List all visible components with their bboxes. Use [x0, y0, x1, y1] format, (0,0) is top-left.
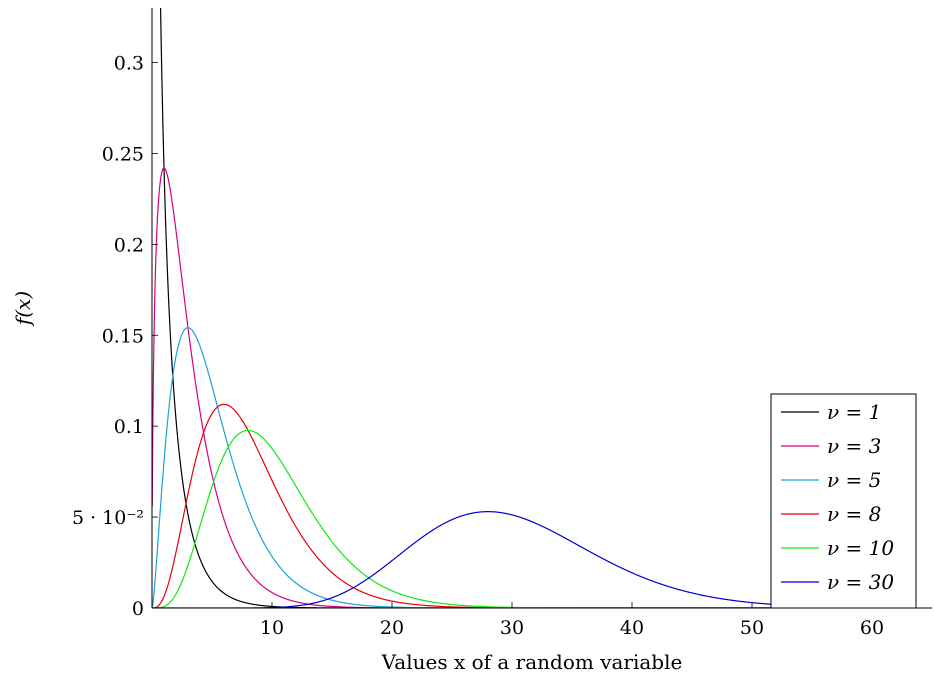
series-line-nu-30 [152, 511, 872, 608]
legend-label-nu-10: ν = 10 [827, 536, 894, 560]
y-tick-label: 0.15 [102, 325, 144, 347]
x-tick-label: 50 [740, 617, 764, 639]
legend-label-nu-5: ν = 5 [827, 468, 881, 492]
legend-label-nu-30: ν = 30 [827, 570, 894, 594]
x-tick-label: 30 [500, 617, 524, 639]
series-line-nu-5 [152, 327, 872, 608]
legend-box [770, 393, 917, 609]
x-tick-label: 60 [860, 617, 884, 639]
curves-layer [152, 8, 872, 608]
y-tick-label: 0.3 [114, 53, 144, 75]
x-axis-title: Values x of a random variable [381, 650, 683, 674]
legend-label-nu-8: ν = 8 [827, 502, 881, 526]
legend-label-nu-3: ν = 3 [827, 434, 881, 458]
y-tick-label: 0.1 [114, 416, 144, 438]
y-tick-label: 0 [132, 598, 144, 620]
x-tick-label: 40 [620, 617, 644, 639]
series-line-nu-3 [152, 167, 872, 608]
x-tick-label: 20 [380, 617, 404, 639]
ticks-layer: 10 20 30 40 50 60 0 5 · 10⁻² 0.1 0.15 0.2 0.25 0.3 [72, 53, 884, 639]
series-line-nu-10 [152, 429, 872, 608]
legend-label-nu-1: ν = 1 [827, 400, 881, 424]
y-tick-label: 0.2 [114, 234, 144, 256]
y-axis-title: f(x) [11, 291, 35, 327]
legend: ν = 1 ν = 3 ν = 5 ν = 8 ν = 10 ν = 30 [770, 393, 917, 609]
x-tick-label: 10 [260, 617, 284, 639]
y-tick-label: 5 · 10⁻² [72, 507, 144, 529]
y-tick-label: 0.25 [102, 143, 144, 165]
series-line-nu-1 [159, 8, 872, 608]
